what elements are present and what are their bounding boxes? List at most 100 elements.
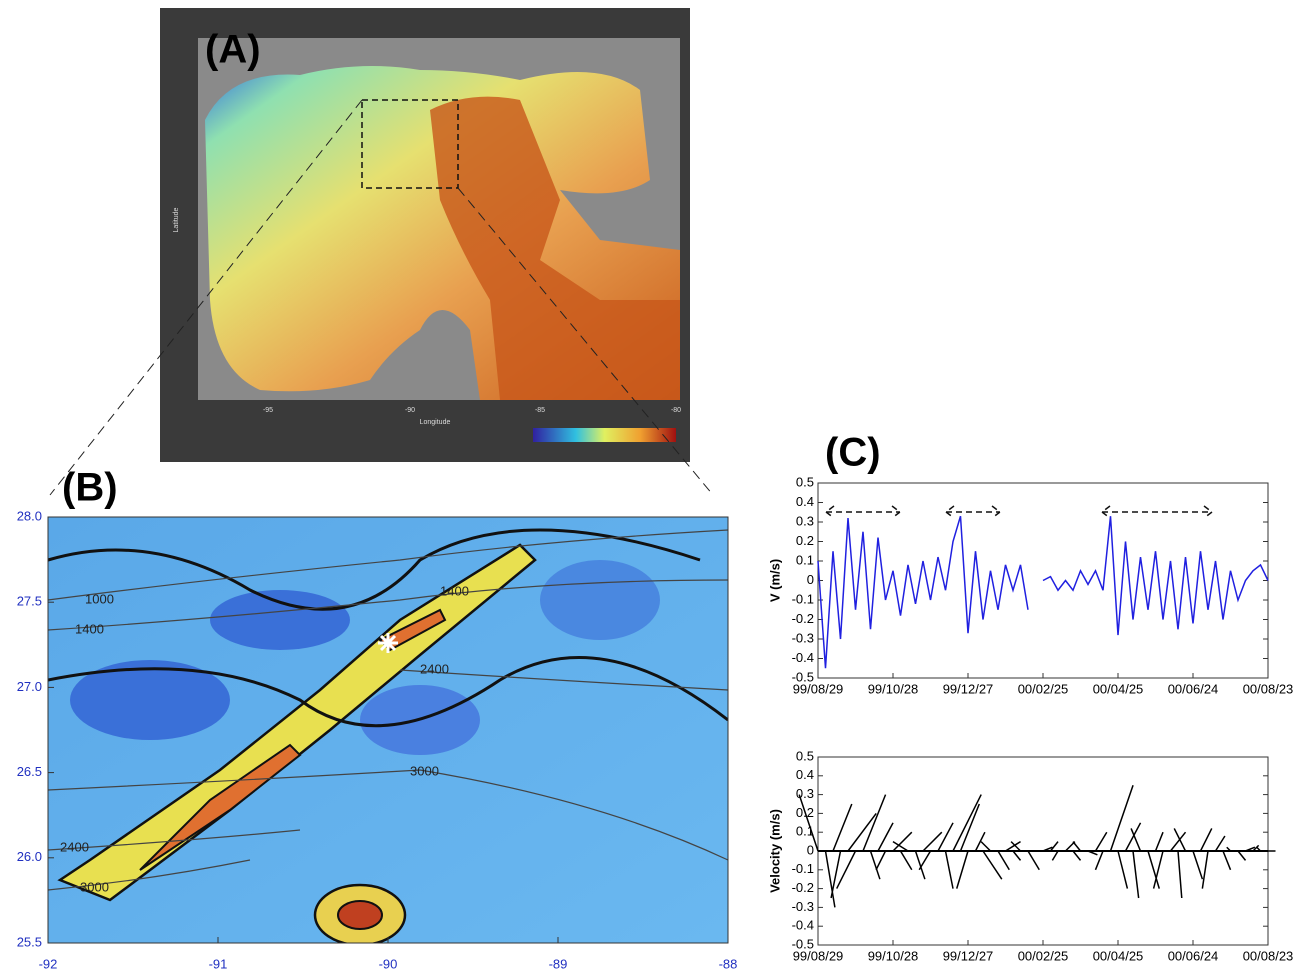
loop-current xyxy=(430,96,680,401)
y-tick-label: 26.5 xyxy=(17,764,42,779)
connector xyxy=(49,99,363,496)
x-tick-label: 00/02/25 xyxy=(1018,681,1069,696)
velocity-stick xyxy=(1169,831,1187,852)
y-tick-label: 28.0 xyxy=(17,508,42,523)
velocity-stick xyxy=(952,794,982,852)
velocity-stick xyxy=(1252,844,1260,852)
x-tick-label: 00/06/24 xyxy=(1168,681,1219,696)
velocity-stick xyxy=(980,841,992,852)
y-tick-label: -0.5 xyxy=(792,669,814,684)
isobath xyxy=(399,669,728,691)
panel-label: (A) xyxy=(205,28,261,72)
velocity-stick xyxy=(1192,850,1204,880)
panel-label: (C) xyxy=(825,431,881,475)
isobath xyxy=(48,859,251,891)
y-tick-label: 0.5 xyxy=(796,474,814,489)
velocity-stick xyxy=(1177,850,1183,899)
contour-label: 2400 xyxy=(420,661,449,676)
velocity-stick xyxy=(847,812,877,852)
velocity-stick xyxy=(1051,850,1059,861)
velocity-stick xyxy=(1109,784,1134,852)
y-tick-label: -0.5 xyxy=(792,936,814,951)
y-axis-title: V (m/s) xyxy=(767,559,782,602)
y-tick-label: -0.4 xyxy=(792,918,814,933)
velocity-stick xyxy=(1012,850,1022,861)
velocity-stick xyxy=(836,850,857,889)
y-tick-label: -0.1 xyxy=(792,861,814,876)
y-tick-label: -0.1 xyxy=(792,591,814,606)
x-tick-label: 99/10/28 xyxy=(868,681,919,696)
velocity-stick xyxy=(1124,822,1142,852)
cold-patch xyxy=(70,660,230,740)
connector xyxy=(457,187,714,496)
contour-label: 3000 xyxy=(410,763,439,778)
series-line xyxy=(817,515,1269,669)
velocity-stick xyxy=(1154,831,1164,852)
velocity-stick xyxy=(1173,828,1187,852)
velocity-stick xyxy=(830,850,842,899)
velocity-stick xyxy=(1214,835,1226,852)
panel-b-map: 1000 1400 1400 2400 3000 2400 3000 xyxy=(48,517,728,943)
velocity-stick xyxy=(892,831,913,852)
y-tick-label: 0.4 xyxy=(796,767,814,782)
x-tick-label: 99/12/27 xyxy=(943,681,994,696)
x-tick-label: 99/12/27 xyxy=(943,948,994,963)
velocity-stick xyxy=(875,850,887,871)
velocity-stick xyxy=(1132,850,1140,899)
x-tick-label: 00/02/25 xyxy=(1018,948,1069,963)
contour-label: 3000 xyxy=(80,879,109,894)
velocity-stick xyxy=(1201,850,1209,889)
map-x-title: Longitude xyxy=(420,419,451,426)
velocity-stick xyxy=(982,850,1003,880)
velocity-stick xyxy=(899,850,913,871)
isobath xyxy=(48,829,301,851)
x-tick-label: 00/04/25 xyxy=(1093,948,1144,963)
contour-label: 1400 xyxy=(75,621,104,636)
velocity-stick xyxy=(869,850,881,880)
y-tick-label: 26.0 xyxy=(17,849,42,864)
velocity-stick xyxy=(877,822,894,852)
contour-label: 2400 xyxy=(60,839,89,854)
colorbar xyxy=(533,428,676,442)
velocity-stick xyxy=(832,803,853,852)
velocity-stick xyxy=(922,831,943,852)
velocity-stick xyxy=(1005,840,1021,852)
velocity-stick xyxy=(956,850,969,889)
period-arrow xyxy=(944,505,1002,519)
panel-label: (B) xyxy=(62,466,118,510)
velocity-stick xyxy=(1199,828,1213,852)
y-tick-label: 25.5 xyxy=(17,934,42,949)
velocity-stick xyxy=(1049,841,1059,852)
cold-patch xyxy=(540,560,660,640)
y-tick-label: 0.5 xyxy=(796,748,814,763)
y-axis-title: Velocity (m/s) xyxy=(767,809,782,893)
map-tick: -90 xyxy=(405,407,415,414)
velocity-stick xyxy=(1094,850,1104,871)
x-tick-label: 00/08/23 xyxy=(1243,948,1294,963)
velocity-stick xyxy=(892,840,909,852)
y-tick-label: 0.3 xyxy=(796,513,814,528)
isobath xyxy=(48,579,728,631)
velocity-stick xyxy=(1087,850,1098,856)
velocity-stick xyxy=(1152,850,1164,889)
map-y-title: Latitude xyxy=(173,207,180,232)
x-tick-label: 00/08/23 xyxy=(1243,681,1294,696)
x-tick-label: 00/04/25 xyxy=(1093,681,1144,696)
velocity-stick xyxy=(1027,850,1040,871)
isobath xyxy=(48,769,728,861)
contour-label: 1000 xyxy=(85,591,114,606)
period-arrow xyxy=(1100,505,1214,519)
velocity-stick xyxy=(974,831,986,852)
velocity-stick xyxy=(1094,831,1108,852)
x-tick-label: -88 xyxy=(719,956,738,971)
velocity-stick xyxy=(1256,846,1262,852)
x-tick-label: -91 xyxy=(209,956,228,971)
velocity-stick xyxy=(918,850,932,871)
warm-core xyxy=(139,743,302,871)
contour xyxy=(48,656,728,728)
y-tick-label: -0.3 xyxy=(792,899,814,914)
eddy-core xyxy=(337,900,383,930)
y-tick-label: 0.4 xyxy=(796,494,814,509)
